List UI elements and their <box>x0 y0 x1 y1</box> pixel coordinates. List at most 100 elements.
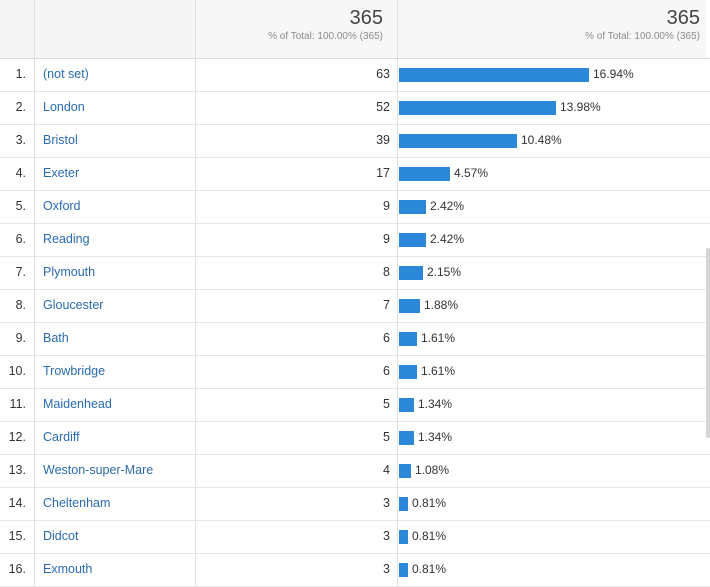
row-bar-cell: 1.61% <box>398 356 706 388</box>
table-row: 4. Exeter 17 4.57% <box>0 158 710 191</box>
row-city-cell: Weston-super-Mare <box>35 455 196 487</box>
row-city-cell: Bristol <box>35 125 196 157</box>
table-row: 13. Weston-super-Mare 4 1.08% <box>0 455 710 488</box>
share-percent: 1.88% <box>424 298 459 312</box>
row-city-cell: Didcot <box>35 521 196 553</box>
row-index: 13. <box>0 455 35 487</box>
scrollbar-thumb[interactable] <box>706 248 710 438</box>
table-row: 7. Plymouth 8 2.15% <box>0 257 710 290</box>
table-row: 11. Maidenhead 5 1.34% <box>0 389 710 422</box>
share-bar <box>399 563 408 577</box>
share-bar <box>399 464 411 478</box>
table-row: 3. Bristol 39 10.48% <box>0 125 710 158</box>
row-index: 16. <box>0 554 35 586</box>
row-value: 7 <box>196 290 398 322</box>
row-value: 3 <box>196 521 398 553</box>
share-percent: 1.61% <box>421 331 456 345</box>
share-percent: 0.81% <box>412 496 447 510</box>
row-index: 3. <box>0 125 35 157</box>
city-link[interactable]: Bristol <box>43 133 78 147</box>
city-link[interactable]: London <box>43 100 85 114</box>
share-percent: 1.61% <box>421 364 456 378</box>
row-bar-cell: 2.15% <box>398 257 706 289</box>
row-bar-cell: 4.57% <box>398 158 706 190</box>
share-percent: 2.15% <box>427 265 462 279</box>
row-value: 39 <box>196 125 398 157</box>
city-link[interactable]: Exeter <box>43 166 80 180</box>
row-index: 15. <box>0 521 35 553</box>
share-bar <box>399 134 517 148</box>
share-bar <box>399 365 417 379</box>
share-percent: 2.42% <box>430 199 465 213</box>
row-value: 6 <box>196 323 398 355</box>
row-city-cell: (not set) <box>35 59 196 91</box>
city-link[interactable]: Oxford <box>43 199 81 213</box>
row-index: 6. <box>0 224 35 256</box>
row-value: 17 <box>196 158 398 190</box>
share-bar <box>399 530 408 544</box>
share-percent: 1.34% <box>418 397 453 411</box>
table-row: 6. Reading 9 2.42% <box>0 224 710 257</box>
metric-total: 365 <box>349 7 383 29</box>
city-link[interactable]: Maidenhead <box>43 397 112 411</box>
row-value: 9 <box>196 224 398 256</box>
city-link[interactable]: Exmouth <box>43 562 93 576</box>
city-link[interactable]: Trowbridge <box>43 364 106 378</box>
share-bar <box>399 431 414 445</box>
row-bar-cell: 1.61% <box>398 323 706 355</box>
share-bar <box>399 167 450 181</box>
header-index-cell <box>0 0 35 58</box>
city-link[interactable]: Bath <box>43 331 69 345</box>
row-value: 63 <box>196 59 398 91</box>
header-metric-cell: 365 % of Total: 100.00% (365) <box>196 0 398 58</box>
row-index: 14. <box>0 488 35 520</box>
share-bar <box>399 332 417 346</box>
city-link[interactable]: Gloucester <box>43 298 104 312</box>
row-value: 5 <box>196 389 398 421</box>
share-percent: 16.94% <box>593 67 634 81</box>
row-bar-cell: 2.42% <box>398 224 706 256</box>
share-percent: 10.48% <box>521 133 562 147</box>
row-city-cell: Oxford <box>35 191 196 223</box>
row-value: 6 <box>196 356 398 388</box>
city-link[interactable]: Cardiff <box>43 430 80 444</box>
row-index: 9. <box>0 323 35 355</box>
table-row: 14. Cheltenham 3 0.81% <box>0 488 710 521</box>
city-link[interactable]: Cheltenham <box>43 496 111 510</box>
share-percent: 1.08% <box>415 463 450 477</box>
table-body: 1. (not set) 63 16.94% 2. London 52 13.98% 3. Bri… <box>0 59 710 587</box>
share-percent: 1.34% <box>418 430 453 444</box>
share-bar <box>399 101 556 115</box>
metric-percent-of-total: % of Total: 100.00% (365) <box>268 31 383 42</box>
row-bar-cell: 16.94% <box>398 59 706 91</box>
row-city-cell: Cheltenham <box>35 488 196 520</box>
share-percent: 0.81% <box>412 562 447 576</box>
share-bar <box>399 200 426 214</box>
table-row: 16. Exmouth 3 0.81% <box>0 554 710 587</box>
share-bar <box>399 68 589 82</box>
city-link[interactable]: Weston-super-Mare <box>43 463 154 477</box>
row-city-cell: Exeter <box>35 158 196 190</box>
city-link[interactable]: Reading <box>43 232 90 246</box>
row-bar-cell: 13.98% <box>398 92 706 124</box>
row-index: 7. <box>0 257 35 289</box>
share-percent: 4.57% <box>454 166 489 180</box>
row-city-cell: Trowbridge <box>35 356 196 388</box>
row-bar-cell: 2.42% <box>398 191 706 223</box>
row-bar-cell: 1.88% <box>398 290 706 322</box>
row-bar-cell: 10.48% <box>398 125 706 157</box>
row-bar-cell: 0.81% <box>398 521 706 553</box>
row-index: 5. <box>0 191 35 223</box>
city-link[interactable]: Plymouth <box>43 265 96 279</box>
table-row: 2. London 52 13.98% <box>0 92 710 125</box>
row-city-cell: Gloucester <box>35 290 196 322</box>
share-percent: 2.42% <box>430 232 465 246</box>
city-link[interactable]: (not set) <box>43 67 89 81</box>
table-row: 8. Gloucester 7 1.88% <box>0 290 710 323</box>
row-city-cell: London <box>35 92 196 124</box>
row-index: 1. <box>0 59 35 91</box>
row-index: 8. <box>0 290 35 322</box>
city-link[interactable]: Didcot <box>43 529 79 543</box>
table-header: 365 % of Total: 100.00% (365) 365 % of T… <box>0 0 710 59</box>
row-value: 52 <box>196 92 398 124</box>
